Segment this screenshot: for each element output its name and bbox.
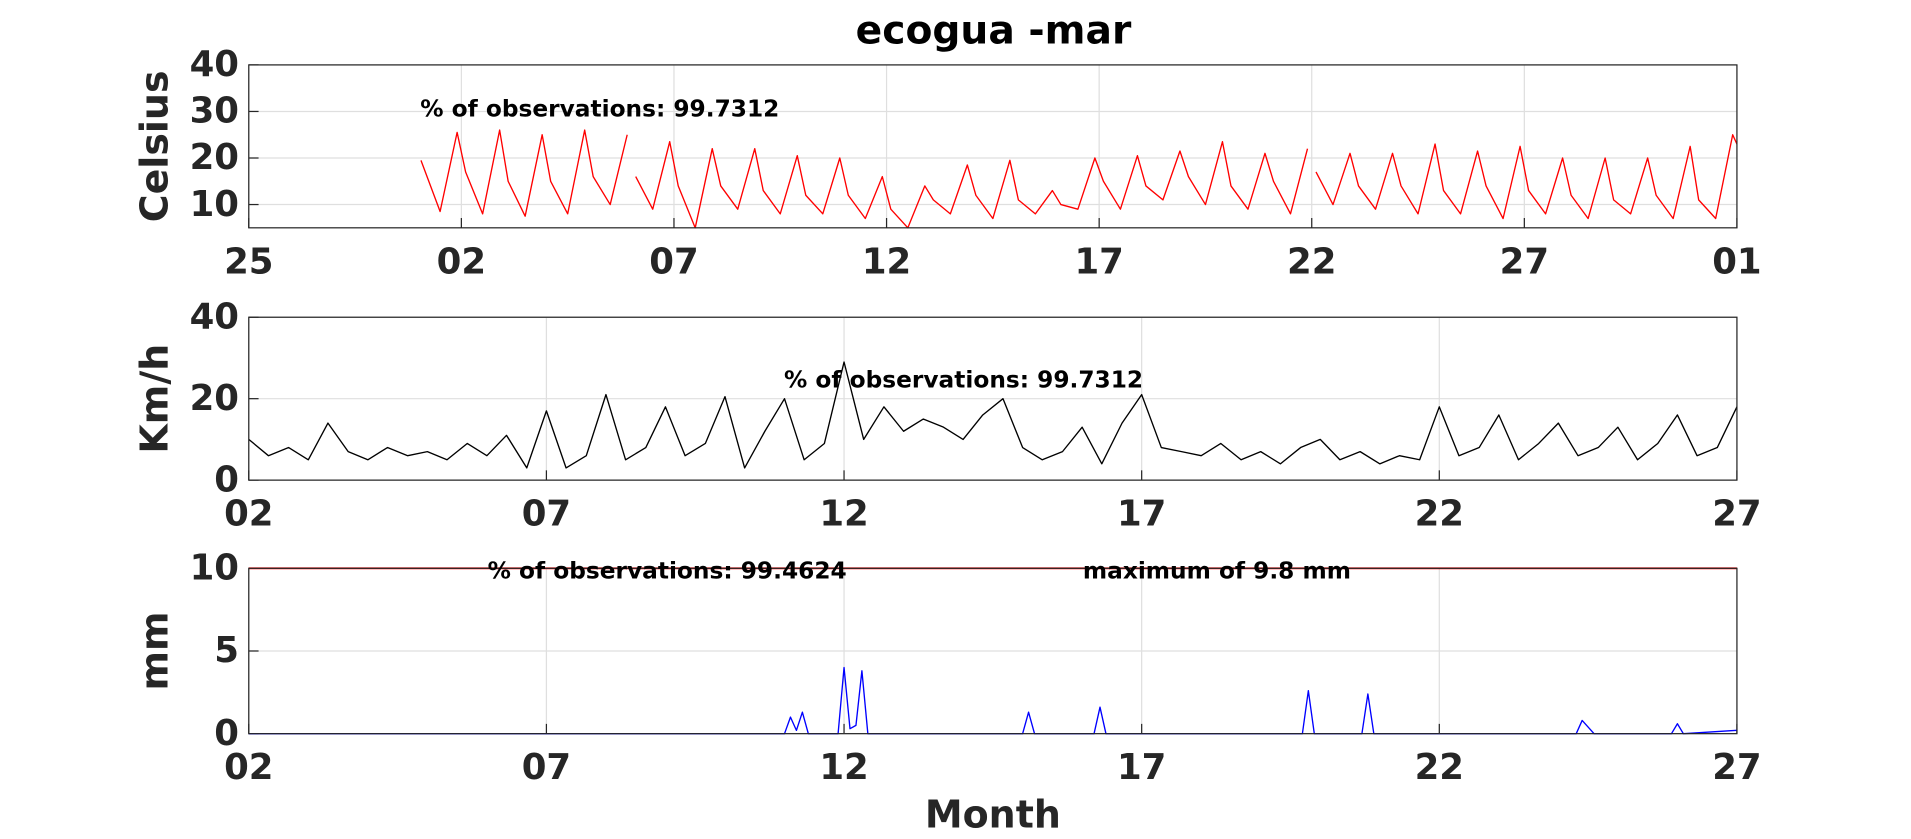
axes-frame (248, 316, 1738, 481)
x-tick-label: 02 (224, 494, 273, 535)
x-tick-label: 02 (224, 747, 273, 788)
y-axis-label: Km/h (132, 344, 176, 454)
y-tick-label: 40 (190, 44, 239, 85)
y-axis-label: mm (132, 611, 176, 690)
y-tick-label: 0 (214, 459, 239, 500)
x-tick-label: 01 (1712, 241, 1761, 282)
x-tick-label: 12 (819, 747, 868, 788)
y-tick-label: 30 (190, 91, 239, 132)
x-tick-label: 27 (1712, 494, 1761, 535)
x-axis-label: Month (925, 792, 1061, 836)
axes-frame (248, 64, 1738, 229)
x-tick-label: 12 (819, 494, 868, 535)
data-line (248, 361, 1738, 469)
y-tick-label: 20 (190, 378, 239, 419)
annotation: % of observations: 99.7312 (784, 366, 1143, 393)
y-tick-label: 40 (190, 296, 239, 337)
x-tick-label: 12 (862, 241, 911, 282)
annotation: maximum of 9.8 mm (1083, 557, 1351, 584)
x-tick-label: 22 (1415, 747, 1464, 788)
x-tick-label: 02 (437, 241, 486, 282)
x-tick-label: 17 (1117, 747, 1166, 788)
y-tick-label: 0 (214, 713, 239, 754)
x-tick-label: 27 (1712, 747, 1761, 788)
annotation: % of observations: 99.7312 (420, 96, 779, 123)
x-tick-label: 07 (522, 747, 571, 788)
plot-area (248, 64, 1737, 228)
x-tick-label: 17 (1117, 494, 1166, 535)
x-tick-label: 27 (1500, 241, 1549, 282)
x-tick-label: 07 (522, 494, 571, 535)
x-tick-label: 17 (1074, 241, 1123, 282)
y-tick-label: 10 (190, 184, 239, 225)
x-tick-label: 22 (1415, 494, 1464, 535)
annotation: % of observations: 99.4624 (488, 557, 847, 584)
y-axis-label: Celsius (132, 70, 176, 222)
chart-title: ecogua -mar (856, 9, 1132, 54)
x-tick-label: 07 (649, 241, 698, 282)
y-tick-label: 10 (190, 548, 239, 589)
x-tick-label: 25 (224, 241, 273, 282)
y-tick-label: 20 (190, 137, 239, 178)
y-tick-label: 5 (214, 630, 239, 671)
data-line (420, 129, 1738, 229)
x-tick-label: 22 (1287, 241, 1336, 282)
axes-frame (248, 567, 1738, 735)
